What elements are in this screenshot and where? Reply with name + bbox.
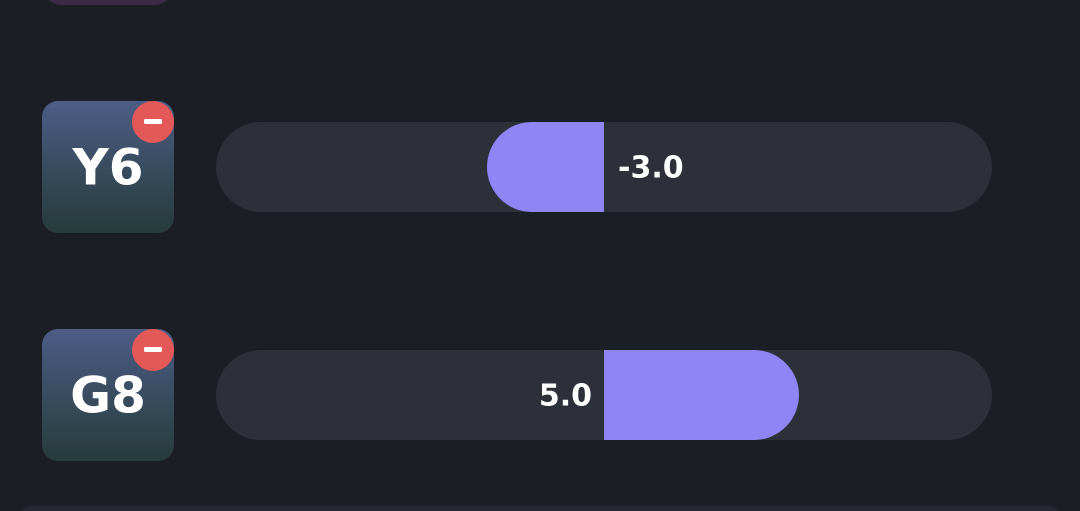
remove-button[interactable] — [132, 329, 174, 371]
remove-button[interactable] — [132, 101, 174, 143]
partial-row — [21, 506, 1059, 511]
minus-icon — [144, 347, 162, 352]
tile-label: G8 — [70, 367, 146, 425]
slider-fill — [604, 350, 799, 440]
tile-label: Y6 — [72, 139, 144, 197]
minus-icon — [144, 119, 162, 124]
value-label: -3.0 — [618, 151, 684, 186]
partial-tile — [49, 0, 167, 5]
slider-row: Y6 -3.0 — [42, 101, 992, 233]
slider-fill — [487, 122, 604, 212]
slider-row: G8 5.0 — [42, 329, 992, 461]
value-label: 5.0 — [539, 379, 592, 414]
